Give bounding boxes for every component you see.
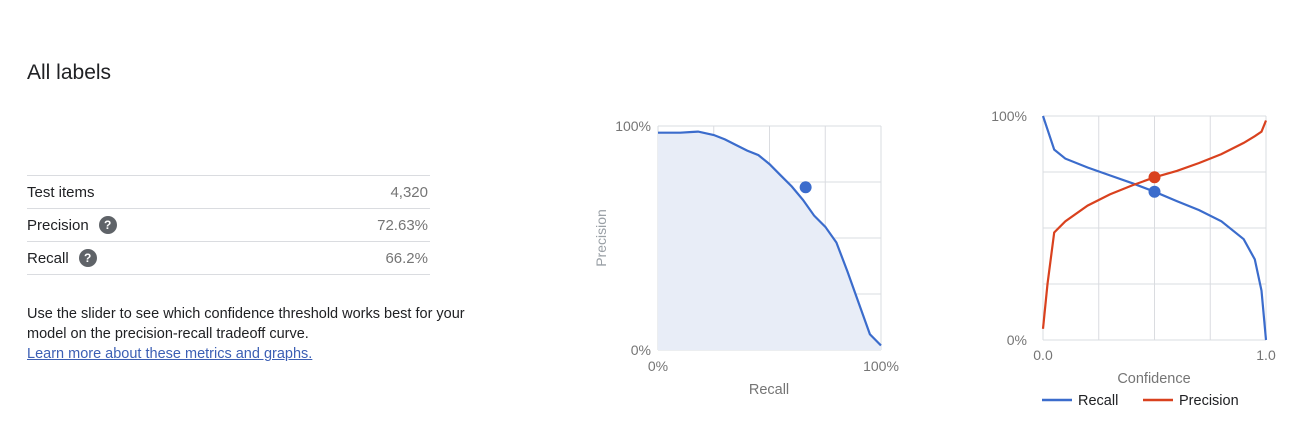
metric-row-test-items: Test items 4,320 <box>27 175 430 208</box>
pr-area <box>658 131 881 350</box>
pr-x-tick-right: 100% <box>863 358 899 374</box>
description: Use the slider to see which confidence t… <box>27 304 497 364</box>
confidence-chart: 100% 0% 0.0 1.0 Confidence Recall Precis… <box>991 108 1276 409</box>
precision-threshold-marker[interactable] <box>1148 171 1161 184</box>
pr-x-axis-label: Recall <box>749 382 789 398</box>
pr-y-tick-top: 100% <box>615 118 651 134</box>
conf-x-axis-label: Confidence <box>1117 371 1190 387</box>
help-icon[interactable]: ? <box>98 216 117 234</box>
metrics-table: Test items 4,320 Precision ? 72.63% Reca… <box>27 175 430 275</box>
pr-x-tick-left: 0% <box>648 358 668 374</box>
help-icon[interactable]: ? <box>78 249 97 267</box>
metric-label-text: Test items <box>27 183 95 201</box>
conf-x-tick-left: 0.0 <box>1033 347 1053 363</box>
metric-value: 4,320 <box>390 183 428 201</box>
conf-y-tick-top: 100% <box>991 108 1027 124</box>
recall-series-line <box>1041 115 1268 341</box>
page-title: All labels <box>27 61 112 84</box>
recall-threshold-marker[interactable] <box>1148 185 1161 198</box>
chart-legend: Recall Precision <box>1042 393 1239 409</box>
legend-recall-label: Recall <box>1078 393 1118 409</box>
metric-row-recall: Recall ? 66.2% <box>27 241 430 275</box>
description-text: Use the slider to see which confidence t… <box>27 306 465 342</box>
metric-label: Test items <box>27 184 95 201</box>
metric-label-text: Recall <box>27 249 69 267</box>
metric-value: 66.2% <box>385 249 428 267</box>
pr-y-axis-label: Precision <box>593 209 609 267</box>
pr-curve-line <box>658 130 882 347</box>
precision-recall-chart: 100% 0% 0% 100% Recall Precision <box>593 118 899 398</box>
pr-y-tick-bottom: 0% <box>631 342 651 358</box>
legend-precision-label: Precision <box>1179 393 1239 409</box>
metric-label: Recall ? <box>27 249 97 267</box>
learn-more-link[interactable]: Learn more about these metrics and graph… <box>27 346 313 362</box>
pr-threshold-marker[interactable] <box>799 181 812 194</box>
metric-row-precision: Precision ? 72.63% <box>27 208 430 241</box>
metric-value: 72.63% <box>377 216 428 234</box>
metric-label-text: Precision <box>27 216 89 234</box>
metric-label: Precision ? <box>27 216 117 234</box>
conf-y-tick-bottom: 0% <box>1007 332 1027 348</box>
conf-x-tick-right: 1.0 <box>1256 347 1276 363</box>
